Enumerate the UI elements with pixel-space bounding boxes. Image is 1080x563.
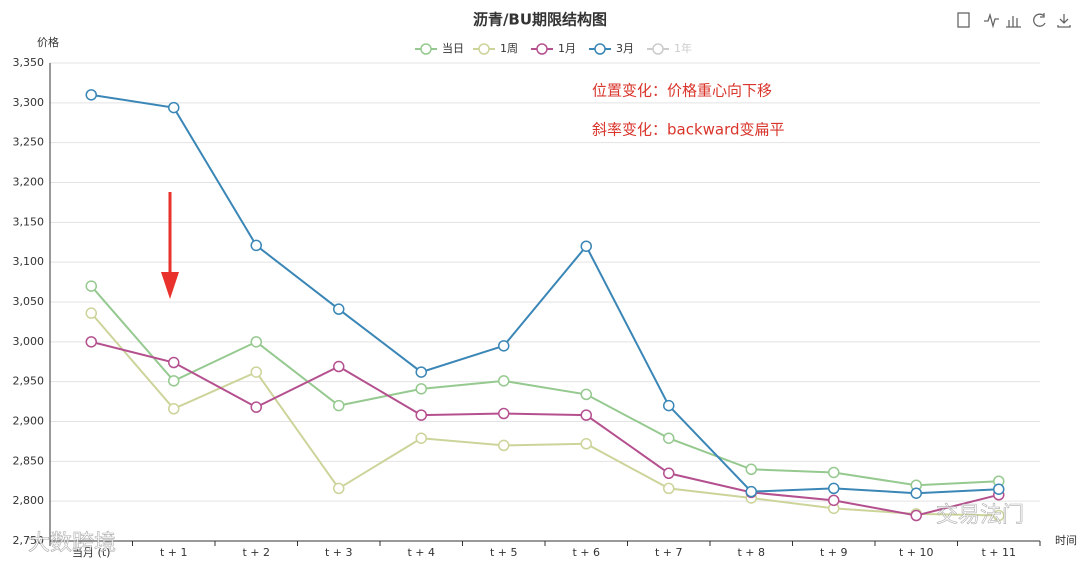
data-point xyxy=(415,366,427,378)
data-point xyxy=(168,403,180,415)
legend-marker xyxy=(478,43,490,55)
data-point xyxy=(415,409,427,421)
legend-label: 当日 xyxy=(442,41,464,55)
x-tick-label: t + 5 xyxy=(490,546,518,559)
annotation: 位置变化：价格重心向下移 xyxy=(592,82,772,100)
x-tick-label: t + 8 xyxy=(737,546,765,559)
data-point xyxy=(333,360,345,373)
legend-label: 1年 xyxy=(674,41,692,55)
legend-marker xyxy=(594,43,606,55)
series-line xyxy=(91,340,999,517)
data-point xyxy=(993,483,1005,495)
data-point xyxy=(250,239,262,252)
toolbox xyxy=(957,12,1071,29)
watermark: 大数跨境 xyxy=(28,531,116,556)
y-tick-label: 3,150 xyxy=(13,215,45,228)
data-point xyxy=(85,280,97,292)
legend-marker xyxy=(652,43,664,55)
y-tick-label: 2,850 xyxy=(13,454,45,467)
data-point xyxy=(498,340,510,352)
y-axis-label: 价格 xyxy=(37,35,59,49)
y-tick-label: 3,100 xyxy=(13,255,45,268)
y-tick-label: 3,050 xyxy=(13,295,45,308)
series-line xyxy=(90,285,999,487)
data-point xyxy=(85,307,97,319)
x-tick-label: t + 11 xyxy=(981,546,1016,559)
x-tick-label: 当月 (t) xyxy=(72,545,110,559)
series-line xyxy=(90,312,999,517)
data-point xyxy=(85,89,97,101)
data-point xyxy=(663,467,675,480)
data-point xyxy=(663,399,675,412)
chart-title: 沥青/BU期限结构图 xyxy=(473,11,607,29)
data-point xyxy=(168,356,180,369)
data-point xyxy=(85,336,97,348)
y-tick-label: 2,950 xyxy=(13,375,45,388)
y-tick-label: 2,900 xyxy=(13,415,45,428)
tool-save[interactable] xyxy=(1057,14,1071,28)
x-tick-label: t + 4 xyxy=(407,546,435,559)
y-tick-label: 3,300 xyxy=(13,96,45,109)
data-point xyxy=(910,487,922,499)
y-tick-label: 3,250 xyxy=(13,136,45,149)
tool-data-view[interactable] xyxy=(957,12,970,28)
arrow xyxy=(161,192,179,299)
tool-bar[interactable] xyxy=(1006,16,1021,28)
data-point xyxy=(745,463,757,476)
data-point xyxy=(580,240,592,252)
data-point xyxy=(333,482,345,495)
data-point xyxy=(828,482,840,495)
x-tick-label: t + 2 xyxy=(242,546,270,559)
legend-label: 3月 xyxy=(616,42,634,55)
data-point xyxy=(168,101,180,114)
x-tick-label: t + 10 xyxy=(899,546,934,559)
tool-line[interactable] xyxy=(984,12,999,29)
data-point xyxy=(250,366,262,378)
data-point xyxy=(498,407,510,420)
data-point xyxy=(250,336,262,348)
legend-marker xyxy=(536,43,548,55)
x-tick-label: t + 1 xyxy=(160,546,188,559)
tool-restore[interactable] xyxy=(1033,13,1046,27)
data-point xyxy=(580,438,592,450)
y-tick-label: 2,750 xyxy=(13,534,45,547)
data-point xyxy=(168,375,180,387)
x-tick-label: t + 7 xyxy=(655,546,683,559)
data-point xyxy=(580,388,592,401)
x-tick-label: t + 9 xyxy=(820,546,848,559)
y-tick-label: 2,800 xyxy=(13,494,45,507)
series-line xyxy=(91,93,999,495)
data-point xyxy=(745,485,757,498)
legend-label: 1周 xyxy=(500,42,518,55)
y-tick-label: 3,000 xyxy=(13,335,45,348)
data-point xyxy=(910,509,922,522)
data-point xyxy=(333,303,345,315)
legend-label: 1月 xyxy=(558,42,576,55)
data-point xyxy=(415,432,427,444)
data-point xyxy=(993,509,1005,522)
data-point xyxy=(498,375,510,387)
data-point xyxy=(498,439,510,452)
x-tick-label: t + 6 xyxy=(572,546,600,559)
data-point xyxy=(580,409,592,421)
watermark: 交易法门 xyxy=(936,503,1024,528)
data-point xyxy=(415,383,427,395)
y-tick-label: 3,350 xyxy=(13,56,45,69)
x-axis-label: 时间 xyxy=(1055,534,1077,547)
data-point xyxy=(250,401,262,413)
data-point xyxy=(828,466,840,479)
data-point xyxy=(333,399,345,412)
annotation: 斜率变化：backward变扁平 xyxy=(592,121,785,139)
legend-marker xyxy=(420,43,432,55)
x-tick-label: t + 3 xyxy=(325,546,353,559)
data-point xyxy=(663,482,675,495)
y-tick-label: 3,200 xyxy=(13,176,45,189)
data-point xyxy=(828,494,840,507)
data-point xyxy=(663,432,675,444)
